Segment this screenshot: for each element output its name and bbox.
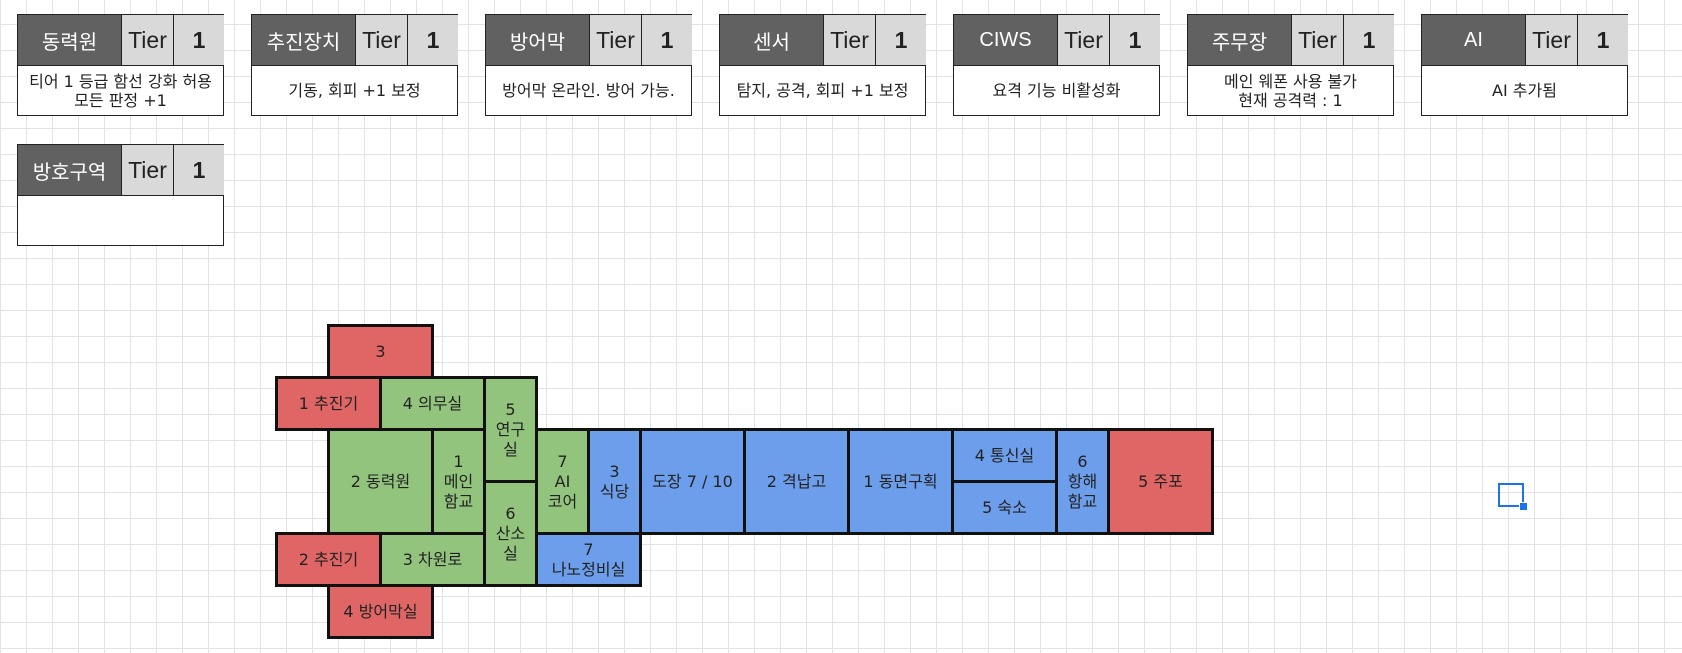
room-thruster-2[interactable]: 2 추진기: [275, 532, 382, 587]
card-description[interactable]: [18, 196, 223, 245]
card-shield: 방어막 Tier 1 방어막 온라인. 방어 가능.: [485, 14, 692, 116]
room-dimension-furnace[interactable]: 3 차원로: [379, 532, 486, 587]
card-header: 동력원 Tier 1: [18, 15, 224, 66]
card-header: 방어막 Tier 1: [486, 15, 692, 66]
room-comms[interactable]: 4 통신실: [951, 428, 1058, 483]
room-ai-core[interactable]: 7 AI 코어: [535, 428, 590, 535]
card-header: 방호구역 Tier 1: [18, 145, 224, 196]
cell-selection[interactable]: [1498, 483, 1528, 511]
tier-label: Tier: [824, 15, 876, 65]
room-red-3[interactable]: 3: [327, 324, 434, 379]
fill-handle[interactable]: [1519, 502, 1528, 511]
room-quarters[interactable]: 5 숙소: [951, 480, 1058, 535]
room-hangar[interactable]: 2 격납고: [743, 428, 850, 535]
card-name: 동력원: [18, 15, 122, 65]
room-nano-maintenance[interactable]: 7 나노정비실: [535, 532, 642, 587]
card-name: 방호구역: [18, 145, 122, 195]
card-name: 주무장: [1188, 15, 1292, 65]
card-name: CIWS: [954, 15, 1058, 65]
tier-value[interactable]: 1: [1578, 15, 1628, 65]
tier-label: Tier: [1526, 15, 1578, 65]
card-propulsion: 추진장치 Tier 1 기동, 회피 +1 보정: [251, 14, 458, 116]
card-description: 기동, 회피 +1 보정: [288, 81, 421, 100]
card-header: 추진장치 Tier 1: [252, 15, 458, 66]
tier-label: Tier: [590, 15, 642, 65]
card-description: 티어 1 등급 함선 강화 허용 모든 판정 +1: [29, 71, 212, 110]
card-sensor: 센서 Tier 1 탐지, 공격, 회피 +1 보정: [719, 14, 926, 116]
card-description: 메인 웨폰 사용 불가 현재 공격력 : 1: [1223, 71, 1358, 110]
card-description: 탐지, 공격, 회피 +1 보정: [736, 81, 909, 100]
card-description: 방어막 온라인. 방어 가능.: [502, 81, 675, 100]
tier-label: Tier: [1292, 15, 1344, 65]
card-name: 방어막: [486, 15, 590, 65]
tier-label: Tier: [356, 15, 408, 65]
tier-value[interactable]: 1: [1344, 15, 1394, 65]
card-description: 요격 기능 비활성화: [992, 81, 1121, 100]
card-ciws: CIWS Tier 1 요격 기능 비활성화: [953, 14, 1160, 116]
room-power[interactable]: 2 동력원: [327, 428, 434, 535]
room-shield[interactable]: 4 방어막실: [327, 584, 434, 639]
card-ai: AI Tier 1 AI 추가됨: [1421, 14, 1628, 116]
room-research[interactable]: 5 연구 실: [483, 376, 538, 483]
tier-value[interactable]: 1: [174, 145, 224, 195]
card-name: 센서: [720, 15, 824, 65]
card-main-weapon: 주무장 Tier 1 메인 웨폰 사용 불가 현재 공격력 : 1: [1187, 14, 1394, 116]
room-main-gun[interactable]: 5 주포: [1107, 428, 1214, 535]
room-dojo[interactable]: 도장 7 / 10: [639, 428, 746, 535]
tier-value[interactable]: 1: [1110, 15, 1160, 65]
tier-value[interactable]: 1: [174, 15, 224, 65]
card-name: 추진장치: [252, 15, 356, 65]
card-header: 주무장 Tier 1: [1188, 15, 1394, 66]
card-protection-zone: 방호구역 Tier 1: [17, 144, 224, 246]
room-main-bridge[interactable]: 1 메인 함교: [431, 428, 486, 535]
card-header: CIWS Tier 1: [954, 15, 1160, 66]
tier-value[interactable]: 1: [408, 15, 458, 65]
room-hibernation[interactable]: 1 동면구획: [847, 428, 954, 535]
tier-label: Tier: [122, 145, 174, 195]
room-oxygen[interactable]: 6 산소 실: [483, 480, 538, 587]
tier-value[interactable]: 1: [876, 15, 926, 65]
tier-label: Tier: [122, 15, 174, 65]
card-description: AI 추가됨: [1492, 81, 1557, 100]
tier-value[interactable]: 1: [642, 15, 692, 65]
card-power: 동력원 Tier 1 티어 1 등급 함선 강화 허용 모든 판정 +1: [17, 14, 224, 116]
tier-label: Tier: [1058, 15, 1110, 65]
card-header: 센서 Tier 1: [720, 15, 926, 66]
room-medbay[interactable]: 4 의무실: [379, 376, 486, 431]
room-nav-bridge[interactable]: 6 항해 함교: [1055, 428, 1110, 535]
card-name: AI: [1422, 15, 1526, 65]
card-header: AI Tier 1: [1422, 15, 1628, 66]
room-thruster-1[interactable]: 1 추진기: [275, 376, 382, 431]
room-mess[interactable]: 3 식당: [587, 428, 642, 535]
